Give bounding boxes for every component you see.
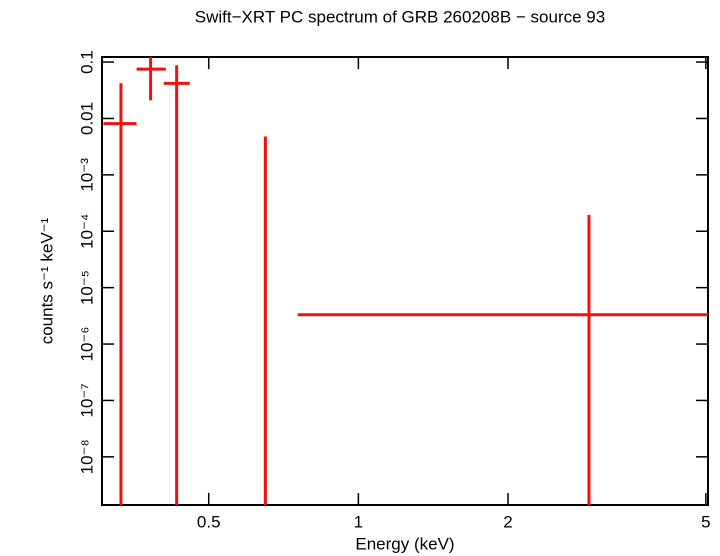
y-tick-label: 10⁻⁶ (77, 327, 96, 362)
plot-frame (101, 56, 709, 506)
y-axis-label: counts s⁻¹ keV⁻¹ (37, 217, 56, 344)
chart-title: Swift−XRT PC spectrum of GRB 260208B − s… (195, 7, 605, 26)
y-tick-label: 10⁻⁷ (77, 383, 96, 417)
x-tick-label: 2 (503, 512, 512, 531)
y-tick-label: 10⁻³ (77, 158, 96, 192)
y-tick-label: 10⁻⁸ (77, 439, 96, 474)
y-tick-label: 0.1 (77, 50, 96, 74)
x-tick-label: 0.5 (197, 512, 221, 531)
plot-area (103, 57, 708, 505)
y-tick-label: 10⁻⁴ (77, 214, 96, 249)
x-tick-label: 1 (354, 512, 363, 531)
y-tick-label: 10⁻⁵ (77, 270, 96, 305)
x-axis-label: Energy (keV) (355, 534, 454, 553)
x-tick-label: 5 (701, 512, 710, 531)
y-tick-label: 0.01 (77, 102, 96, 135)
